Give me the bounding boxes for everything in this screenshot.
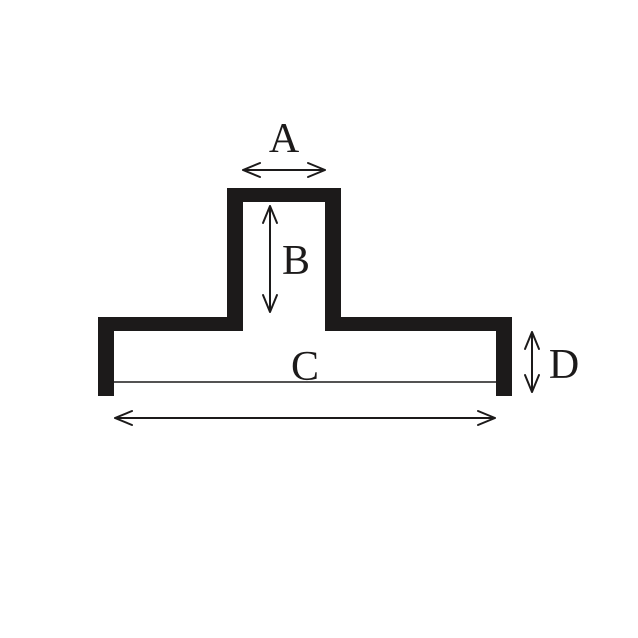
dimension-label-d: D: [549, 342, 579, 388]
upright-top: [227, 188, 341, 202]
dimension-label-a: A: [269, 116, 300, 162]
crossbar-top-right: [325, 317, 512, 331]
crossbar-left: [98, 317, 114, 396]
dimension-label-c: C: [291, 344, 319, 390]
dimension-arrow-d: [525, 332, 539, 392]
dimension-arrow-b: [263, 206, 277, 312]
dimension-label-b: B: [282, 238, 310, 284]
crossbar-right: [496, 317, 512, 396]
dimension-arrow-a: [243, 163, 325, 177]
upright-right: [325, 188, 341, 331]
crossbar-top-left: [98, 317, 243, 331]
upright-left: [227, 188, 243, 331]
dimension-arrow-c: [115, 411, 495, 425]
